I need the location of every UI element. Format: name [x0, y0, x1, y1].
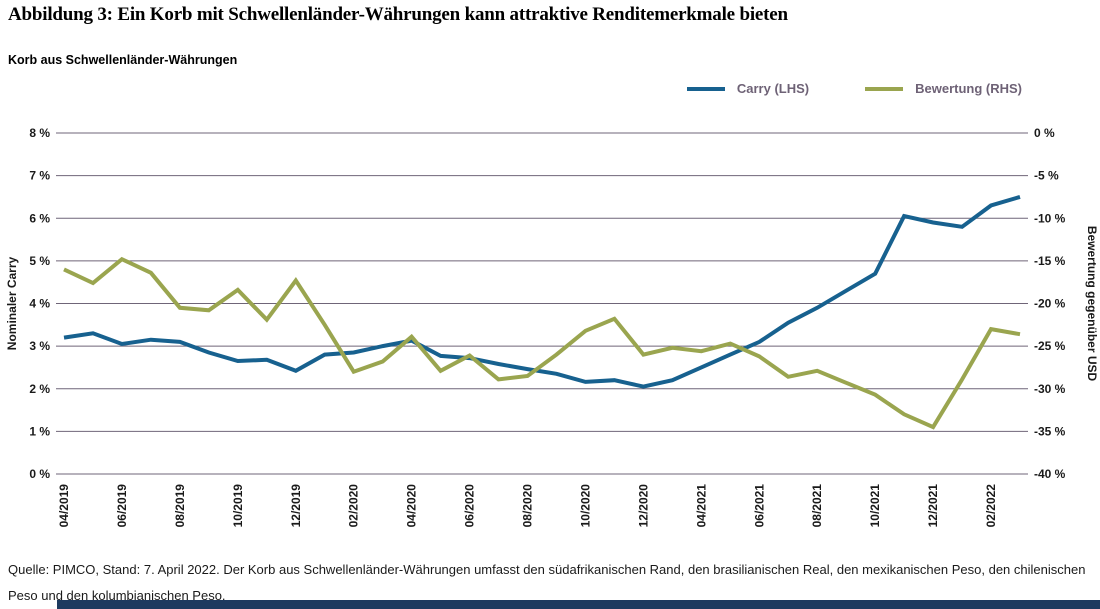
x-axis-tick-label: 10/2021 [868, 484, 882, 528]
x-axis-tick-label: 06/2019 [115, 484, 129, 528]
x-axis-tick-label: 08/2019 [173, 484, 187, 528]
source-note-line1: Quelle: PIMCO, Stand: 7. April 2022. Der… [8, 562, 1086, 577]
left-axis-title: Nominaler Carry [5, 256, 19, 350]
x-axis-tick-label: 02/2022 [984, 484, 998, 528]
legend-item-bewertung: Bewertung (RHS) [865, 81, 1022, 96]
x-axis-tick-label: 06/2020 [463, 484, 477, 528]
x-axis-tick-label: 02/2020 [347, 484, 361, 528]
y-axis-tick-label-left: 6 % [29, 211, 50, 225]
bewertung-series-line [63, 256, 1021, 430]
x-axis-tick-label: 04/2020 [405, 484, 419, 528]
chart-legend: Carry (LHS) Bewertung (RHS) [686, 81, 1022, 96]
x-axis-tick-label: 06/2021 [752, 484, 766, 528]
x-axis-tick-label: 08/2021 [810, 484, 824, 528]
y-axis-tick-label-left: 8 % [29, 126, 50, 140]
y-axis-tick-label-left: 7 % [29, 169, 50, 183]
footer-accent-bar [57, 600, 1100, 609]
y-axis-tick-label-right: 0 % [1034, 126, 1055, 140]
source-note: Quelle: PIMCO, Stand: 7. April 2022. Der… [8, 557, 1092, 609]
y-axis-tick-label-right: -20 % [1034, 297, 1066, 311]
figure-title: Abbildung 3: Ein Korb mit Schwellenlände… [8, 4, 788, 25]
x-axis-tick-label: 10/2019 [231, 484, 245, 528]
y-axis-tick-label-right: -30 % [1034, 382, 1066, 396]
x-axis-tick-label: 12/2021 [926, 484, 940, 528]
y-axis-tick-label-left: 5 % [29, 254, 50, 268]
legend-label-carry: Carry (LHS) [736, 81, 810, 96]
x-axis-tick-label: 12/2020 [636, 484, 650, 528]
y-axis-tick-label-left: 3 % [29, 339, 50, 353]
figure-subtitle: Korb aus Schwellenländer-Währungen [8, 53, 238, 67]
x-axis-tick-label: 08/2020 [521, 484, 535, 528]
y-axis-tick-label-left: 1 % [29, 424, 50, 438]
y-axis-tick-label-right: -35 % [1034, 424, 1066, 438]
y-axis-tick-label-left: 4 % [29, 297, 50, 311]
x-axis-tick-label: 04/2021 [694, 484, 708, 528]
y-axis-tick-label-right: -15 % [1034, 254, 1066, 268]
x-axis-tick-label: 12/2019 [289, 484, 303, 528]
carry-line-swatch [686, 86, 725, 91]
right-axis-title: Bewertung gegenüber USD [1085, 226, 1099, 382]
source-note-line2: Peso und den kolumbianischen Peso. [8, 588, 226, 603]
legend-item-carry: Carry (LHS) [686, 81, 810, 96]
x-axis-tick-label: 04/2019 [57, 484, 71, 528]
x-axis-tick-label: 10/2020 [578, 484, 592, 528]
y-axis-tick-label-right: -25 % [1034, 339, 1066, 353]
y-axis-tick-label-right: -10 % [1034, 211, 1066, 225]
legend-label-bewertung: Bewertung (RHS) [915, 81, 1022, 96]
bewertung-line-swatch [865, 86, 904, 91]
y-axis-tick-label-left: 0 % [29, 467, 50, 481]
carry-series-line [63, 194, 1021, 389]
y-axis-tick-label-left: 2 % [29, 382, 50, 396]
y-axis-tick-label-right: -40 % [1034, 467, 1066, 481]
y-axis-tick-label-right: -5 % [1034, 169, 1059, 183]
